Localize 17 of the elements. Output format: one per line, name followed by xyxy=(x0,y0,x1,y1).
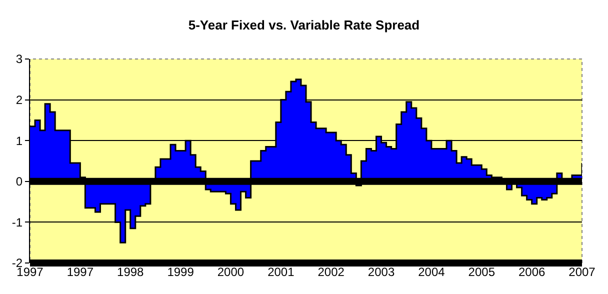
chart-title: 5-Year Fixed vs. Variable Rate Spread xyxy=(188,18,420,33)
x-tick-label: 2007 xyxy=(568,265,596,279)
y-tick-label: 1 xyxy=(16,134,23,148)
x-tick-label: 2000 xyxy=(217,265,244,279)
y-tick-label: 3 xyxy=(16,52,23,66)
x-tick-label: 2003 xyxy=(368,265,395,279)
x-tick-label: 2004 xyxy=(418,265,446,279)
y-tick-label: 2 xyxy=(16,93,23,107)
x-tick-label: 1999 xyxy=(167,265,194,279)
x-tick-label: 2002 xyxy=(318,265,345,279)
y-tick-label: -1 xyxy=(12,215,23,230)
x-tick-label: 2001 xyxy=(268,265,295,279)
x-tick-label: 2006 xyxy=(518,265,546,279)
y-tick-label: 0 xyxy=(16,174,23,189)
x-tick-label: 1998 xyxy=(117,265,144,279)
x-tick-label: 2005 xyxy=(468,265,496,279)
x-tick-label: 1997 xyxy=(66,265,94,279)
